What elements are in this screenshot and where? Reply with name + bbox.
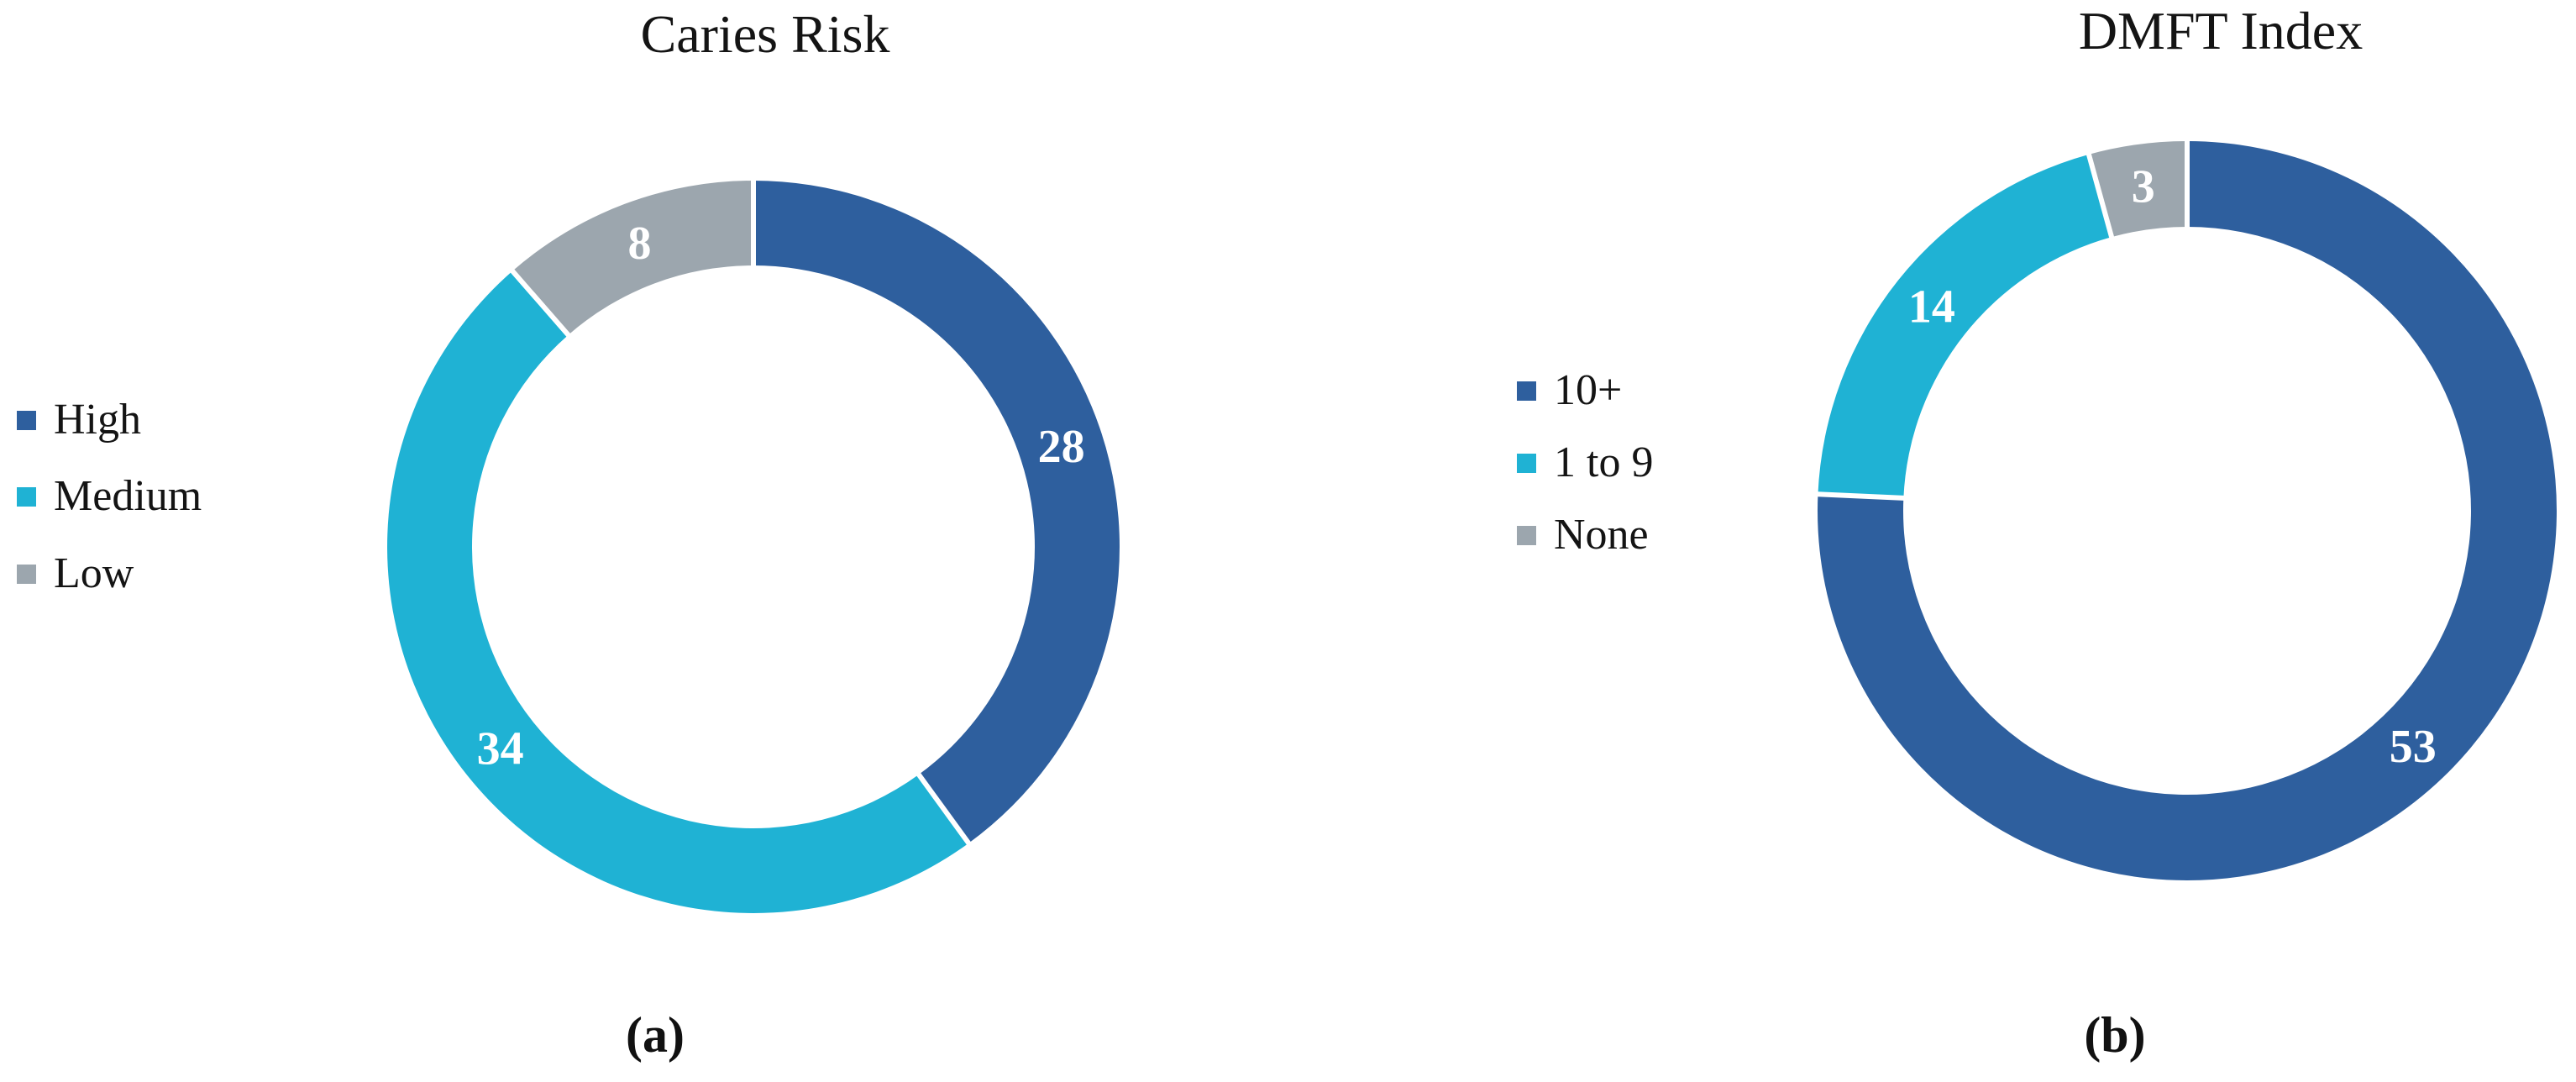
segment-value-label: 34 xyxy=(477,722,524,775)
legend-item-medium: Medium xyxy=(17,475,202,518)
panel-b-caption: (b) xyxy=(2084,1007,2146,1063)
legend-item-1-to-9: 1 to 9 xyxy=(1517,441,1653,485)
chart-b-title: DMFT Index xyxy=(2078,1,2364,60)
legend-swatch-low xyxy=(17,564,36,584)
donut-segment-none xyxy=(2088,141,2187,238)
legend-label: 10+ xyxy=(1554,366,1623,414)
legend-item-high: High xyxy=(17,398,141,442)
legend-label: High xyxy=(54,396,141,444)
segment-value-label: 3 xyxy=(2132,161,2155,213)
legend-swatch-1-to-9 xyxy=(1517,453,1536,473)
segment-value-label: 28 xyxy=(1038,421,1085,473)
donut-segment-1-to-9 xyxy=(1818,154,2112,498)
chart-a-title: Caries Risk xyxy=(640,4,890,64)
donut-segment-medium xyxy=(387,270,969,913)
legend-label: None xyxy=(1554,511,1649,559)
segment-separator xyxy=(1815,491,1907,501)
legend-swatch-10 xyxy=(1517,381,1536,401)
legend-label: 1 to 9 xyxy=(1554,439,1654,486)
donut-segment-high xyxy=(753,181,1120,843)
legend-swatch-medium xyxy=(17,486,36,507)
legend-item-none: None xyxy=(1517,513,1649,557)
segment-separator xyxy=(2085,151,2115,240)
legend-item-low: Low xyxy=(17,552,134,596)
segment-value-label: 53 xyxy=(2390,721,2437,773)
segment-separator xyxy=(915,770,973,847)
donut-segment-low xyxy=(512,181,753,335)
segment-value-label: 8 xyxy=(628,218,652,270)
legend-label: Low xyxy=(54,549,134,597)
legend-item-10: 10+ xyxy=(1517,369,1622,412)
segment-value-label: 14 xyxy=(1908,281,1955,334)
legend-swatch-none xyxy=(1517,525,1536,545)
panel-a-caption: (a) xyxy=(626,1007,685,1063)
legend-swatch-high xyxy=(17,410,36,430)
segment-separator xyxy=(508,267,572,339)
legend-label: Medium xyxy=(54,472,202,520)
